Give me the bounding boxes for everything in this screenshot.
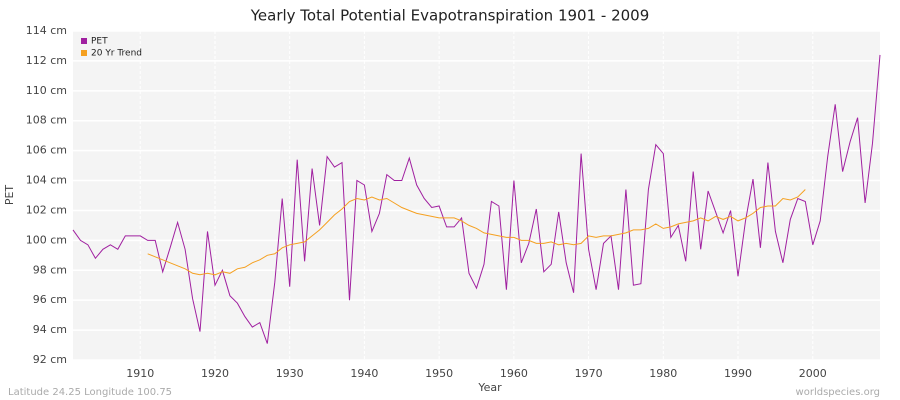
x-tick-label: 1920 bbox=[201, 367, 229, 380]
legend-label: 20 Yr Trend bbox=[91, 49, 142, 59]
y-tick-label: 106 cm bbox=[26, 144, 67, 157]
legend-swatch bbox=[81, 38, 87, 44]
y-tick-label: 94 cm bbox=[33, 323, 67, 336]
y-tick-label: 110 cm bbox=[26, 84, 67, 97]
y-tick-label: 96 cm bbox=[33, 293, 67, 306]
plot-background bbox=[73, 31, 880, 360]
y-axis-title: PET bbox=[3, 185, 16, 206]
x-tick-label: 1930 bbox=[276, 367, 304, 380]
x-tick-label: 1990 bbox=[724, 367, 752, 380]
data-line bbox=[147, 189, 806, 276]
y-tick-label: 108 cm bbox=[26, 114, 67, 127]
y-tick-label: 104 cm bbox=[26, 174, 67, 187]
y-tick-label: 112 cm bbox=[26, 54, 67, 67]
y-tick-label: 114 cm bbox=[26, 24, 67, 37]
chart-title: Yearly Total Potential Evapotranspiratio… bbox=[250, 7, 650, 25]
x-tick-label: 2000 bbox=[799, 367, 827, 380]
footer-left: Latitude 24.25 Longitude 100.75 bbox=[8, 387, 172, 398]
y-tick-label: 100 cm bbox=[26, 233, 67, 246]
data-line bbox=[72, 54, 881, 344]
legend-swatch bbox=[81, 50, 87, 56]
x-tick-label: 1950 bbox=[425, 367, 453, 380]
y-tick-label: 92 cm bbox=[33, 353, 67, 366]
x-tick-label: 1940 bbox=[350, 367, 378, 380]
x-tick-label: 1980 bbox=[649, 367, 677, 380]
legend-label: PET bbox=[91, 37, 108, 47]
y-tick-label: 98 cm bbox=[33, 263, 67, 276]
x-axis-title: Year bbox=[477, 381, 502, 394]
x-tick-label: 1970 bbox=[575, 367, 603, 380]
x-tick-label: 1910 bbox=[126, 367, 154, 380]
y-tick-label: 102 cm bbox=[26, 203, 67, 216]
x-tick-label: 1960 bbox=[500, 367, 528, 380]
footer-right: worldspecies.org bbox=[796, 387, 880, 398]
